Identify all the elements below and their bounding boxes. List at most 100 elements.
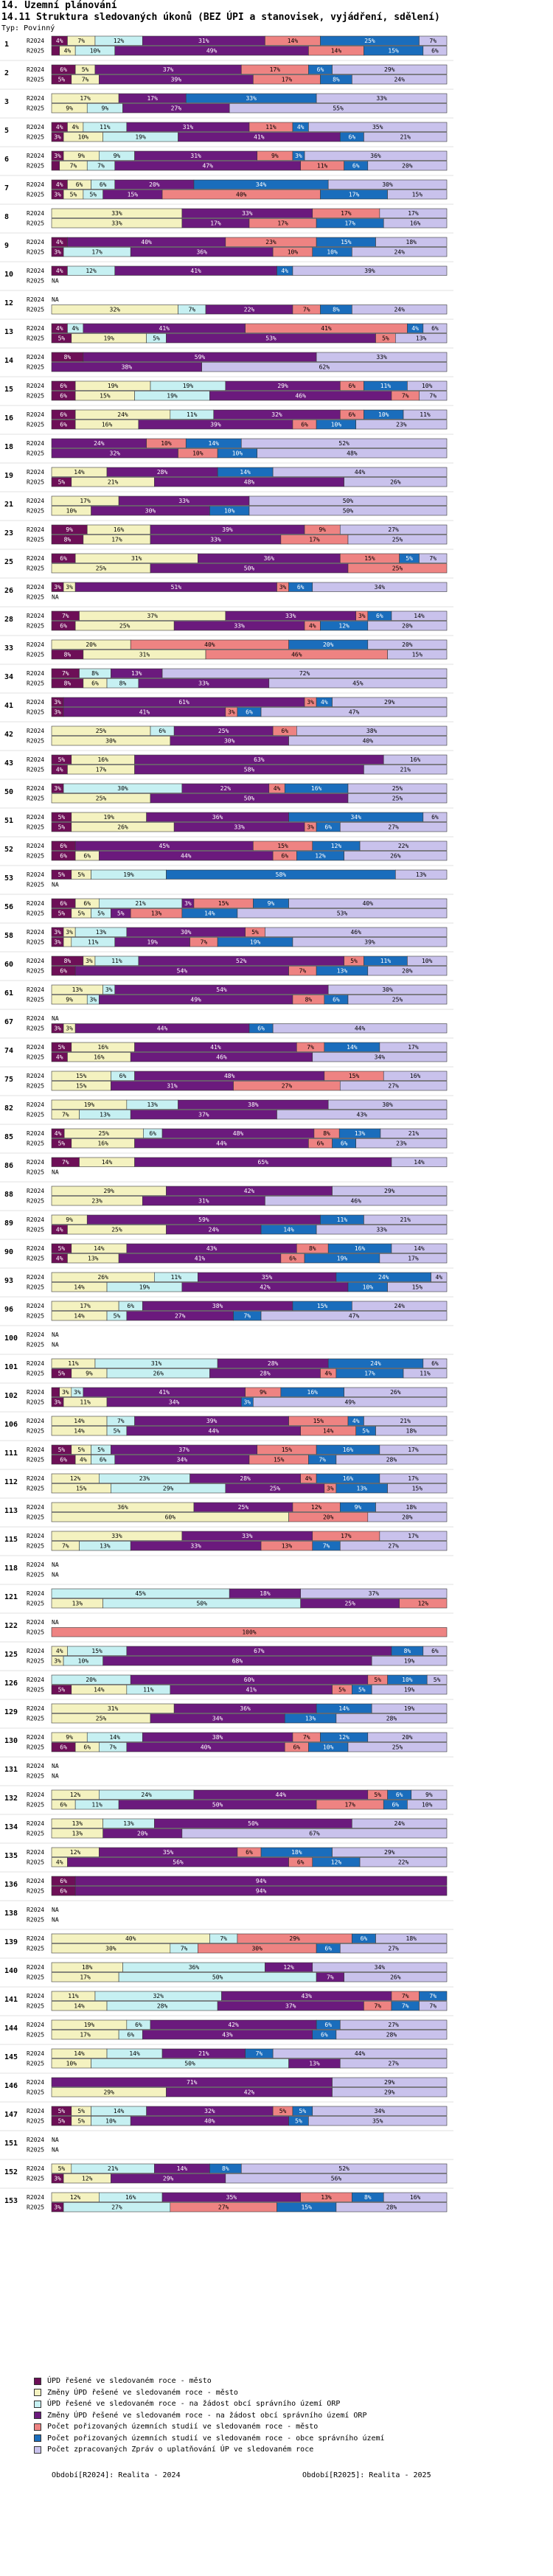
bar-value-label: 16% [307, 1389, 319, 1396]
bar-segment [332, 1186, 448, 1196]
bar-segment [181, 1828, 448, 1839]
na-label: NA [52, 2147, 59, 2154]
bar-value-label: 32% [110, 450, 121, 457]
bar-value-label: 25% [96, 1716, 107, 1722]
bar-value-label: 33% [242, 1533, 253, 1539]
bar-value-label: 61% [178, 699, 189, 706]
bar-value-label: 45% [352, 680, 364, 687]
row-year-label: R2025 [27, 1802, 44, 1809]
bar-value-label: 10% [105, 2118, 116, 2125]
bar-value-label: 4% [56, 1859, 63, 1866]
bar-value-label: 28% [157, 2003, 168, 2010]
bar-value-label: 7% [402, 393, 409, 400]
bar-value-label: 31% [167, 1083, 178, 1090]
bar-value-label: 21% [198, 2050, 209, 2057]
row-year-label: R2024 [27, 2079, 44, 2086]
bar-value-label: 6% [257, 1026, 265, 1032]
legend-item: Změny ÚPD řešené ve sledovaném roce - na… [34, 2410, 385, 2422]
bar-value-label: 6% [60, 411, 67, 418]
bar-value-label: 18% [260, 1590, 271, 1597]
group-label: 53 [4, 874, 13, 883]
row-year-label: R2024 [27, 1216, 44, 1223]
bar-value-label: 17% [349, 192, 360, 198]
bar-value-label: 13% [131, 670, 142, 677]
group-label: 34 [4, 673, 13, 681]
bar-value-label: 4% [56, 268, 63, 274]
bar-value-label: 4% [56, 1054, 63, 1061]
row-year-label: R2024 [27, 1418, 44, 1424]
bar-value-label: 16% [355, 1245, 366, 1252]
bar-value-label: 9% [66, 1216, 73, 1223]
row-year-label: R2024 [27, 66, 44, 73]
bar-value-label: 33% [190, 1543, 201, 1550]
bar-value-label: 29% [163, 2176, 174, 2182]
bar-segment [257, 448, 448, 459]
bar-value-label: 47% [202, 163, 213, 170]
footer-period-2025: Období[R2025]: Realita - 2025 [302, 2471, 431, 2479]
bar-value-label: 6% [349, 134, 356, 141]
bar-value-label: 17% [408, 1447, 419, 1453]
row-year-label: R2024 [27, 1245, 44, 1252]
bar-value-label: 5% [58, 911, 66, 917]
row-year-label: R2025 [27, 1744, 44, 1751]
bar-value-label: 17% [80, 2032, 91, 2039]
row-year-label: R2024 [27, 670, 44, 677]
bar-value-label: 46% [350, 1198, 361, 1205]
bar-value-label: 33% [376, 95, 387, 102]
bar-segment [411, 1789, 448, 1800]
bar-value-label: 18% [406, 1428, 417, 1435]
bar-value-label: 28% [240, 1475, 251, 1482]
bar-value-label: 9% [260, 1389, 267, 1396]
row-year-label: R2024 [27, 2022, 44, 2028]
row-year-label: R2025 [27, 1831, 44, 1837]
bar-value-label: 47% [349, 1313, 360, 1320]
bar-value-label: 3% [54, 153, 61, 159]
stacked-bar-chart: 1 R2024 4% 7% 12% 31% 14% 25% 7%R2025 4% 10% 49% 14%… [0, 35, 453, 2213]
bar-value-label: 20% [402, 163, 413, 170]
row-year-label: R2024 [27, 95, 44, 102]
bar-value-label: 24% [394, 1820, 405, 1827]
bar-value-label: 6% [349, 383, 356, 389]
bar-value-label: 19% [84, 1101, 95, 1108]
bar-value-label: 15% [76, 1083, 87, 1090]
bar-value-label: 31% [198, 1198, 209, 1205]
bar-value-label: 17% [341, 1533, 352, 1539]
bar-value-label: 10% [232, 450, 243, 457]
bar-value-label: 37% [147, 613, 158, 619]
bar-value-label: 28% [386, 2032, 397, 2039]
group-label: 93 [4, 1277, 13, 1285]
bar-value-label: 31% [198, 38, 209, 44]
bar-segment [248, 495, 448, 506]
bar-value-label: 16% [311, 785, 322, 792]
row-year-label: R2024 [27, 1763, 44, 1769]
bar-segment [292, 265, 448, 276]
group-label: 152 [4, 2168, 18, 2176]
bar-value-label: 18% [82, 1964, 93, 1971]
bar-segment [312, 582, 448, 592]
bar-value-label: 5% [77, 871, 85, 878]
bar-segment [339, 1541, 448, 1551]
row-year-label: R2024 [27, 2137, 44, 2143]
bar-segment [51, 161, 60, 171]
row-year-label: R2025 [27, 911, 44, 917]
bar-value-label: 11% [171, 1274, 182, 1281]
bar-value-label: 5% [58, 479, 66, 486]
bar-value-label: 5% [58, 824, 66, 831]
bar-value-label: 5% [338, 1687, 346, 1693]
bar-value-label: 4% [281, 268, 288, 274]
bar-value-label: 16% [114, 526, 125, 533]
bar-value-label: 24% [394, 77, 405, 83]
bar-value-label: 5% [77, 911, 85, 917]
bar-value-label: 11% [80, 1399, 91, 1406]
bar-value-label: 3% [74, 1389, 81, 1396]
bar-value-label: 19% [108, 383, 119, 389]
bar-value-label: 12% [283, 1964, 294, 1971]
bar-value-label: 17% [408, 1044, 419, 1051]
bar-segment [347, 793, 448, 804]
bar-value-label: 40% [201, 1744, 212, 1751]
bar-value-label: 10% [78, 134, 89, 141]
row-year-label: R2025 [27, 1198, 44, 1205]
bar-value-label: 12% [331, 1859, 342, 1866]
bar-value-label: 39% [222, 526, 233, 533]
bar-segment [352, 247, 448, 257]
